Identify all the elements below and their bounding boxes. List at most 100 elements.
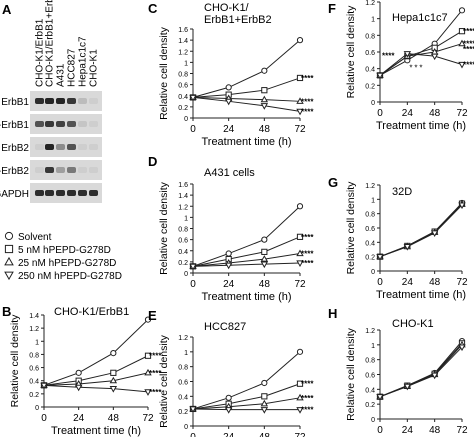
y-axis-label: Relative cell density: [345, 181, 357, 275]
y-tick-label: 1: [184, 60, 188, 67]
data-point: [261, 379, 268, 387]
blot-band: [45, 98, 54, 104]
y-tick-label: 0.8: [29, 352, 39, 359]
data-point: [458, 7, 466, 14]
series-line: [192, 205, 301, 267]
series-line: [192, 39, 301, 98]
x-tick-label: 48: [429, 108, 441, 119]
blot-band: [67, 98, 76, 104]
legend: Solvent 5 nM hPEPD-G278D 25 nM hPEPD-G278D…: [4, 231, 122, 282]
data-point: [261, 67, 268, 74]
blot-strip: [30, 183, 102, 203]
blot-band: [35, 98, 44, 104]
series-line: [43, 384, 149, 393]
data-point: [403, 244, 412, 251]
series-line: [192, 262, 301, 267]
x-axis-label: Treatment time (h): [376, 120, 466, 132]
x-axis-label: Treatment time (h): [51, 425, 141, 437]
y-tick-label: 0.2: [29, 392, 39, 399]
chart-title: A431 cells: [204, 167, 255, 179]
y-tick-label: 1.4: [29, 313, 39, 320]
data-point: [458, 39, 466, 47]
series-line: [379, 344, 463, 398]
y-tick-label: 0.4: [178, 249, 188, 256]
blot-band: [67, 167, 76, 173]
data-point: [224, 262, 233, 270]
data-point: [296, 203, 304, 210]
data-point: [296, 260, 304, 267]
data-point: [144, 316, 152, 323]
x-tick-label: 0: [190, 124, 196, 135]
y-tick-label: 0.8: [178, 365, 188, 372]
blot-band: [78, 144, 87, 150]
data-point: [376, 254, 384, 261]
y-tick-label: 1.2: [29, 326, 39, 333]
blot-strip: [30, 91, 102, 111]
data-point: [296, 348, 304, 355]
y-tick-label: 1.2: [178, 204, 188, 211]
chart-panel-H: HCHO-K100.20.40.60.811.20244872Treatment…: [328, 306, 468, 436]
x-tick-label: 24: [73, 413, 85, 424]
data-point: [403, 383, 412, 391]
data-point: [109, 376, 118, 384]
blot-band: [67, 121, 76, 127]
series-line: [379, 343, 463, 398]
y-tick-label: 0.2: [178, 105, 188, 112]
data-point: [189, 263, 197, 271]
blot-band: [45, 144, 54, 150]
x-axis-label: Treatment time (h): [201, 291, 291, 303]
x-tick-label: 72: [294, 279, 306, 290]
legend-marker: [4, 271, 14, 281]
panel-label: F: [328, 1, 336, 16]
panel-label: C: [148, 1, 158, 16]
x-tick-label: 72: [456, 277, 468, 288]
data-point: [40, 382, 48, 390]
blot-band: [78, 190, 87, 196]
series-line: [379, 53, 463, 76]
y-tick-label: 1: [371, 343, 375, 350]
panel-label: B: [2, 304, 11, 319]
y-tick-label: 0: [184, 116, 188, 123]
significance-mark: ****: [301, 406, 314, 415]
data-point: [261, 236, 268, 243]
data-point: [458, 202, 466, 210]
data-point: [260, 399, 269, 407]
data-point: [296, 380, 304, 387]
data-point: [144, 389, 152, 396]
y-axis-label: Relative cell density: [158, 334, 170, 428]
y-tick-label: 0.4: [365, 67, 375, 74]
chart-panel-F: F Hepa1c1c7 0 0.2 0.4 0.6 0.8 1 1.2 0 24 48 72Treatm…: [328, 0, 474, 132]
lane-label: A431: [56, 63, 67, 87]
series-line: [192, 96, 301, 112]
y-tick-label: 1.2: [365, 0, 375, 7]
series-line: [192, 96, 301, 102]
series-line: [192, 383, 301, 410]
chart-panel-D: D A431 cells 0 0.2 0.4 0.6 0.8 1 1.2 1.4 1.6 0 24 48 7…: [148, 154, 314, 303]
y-tick-label: 0.4: [178, 94, 188, 101]
significance-mark: *: [419, 63, 422, 72]
blot-strip: [30, 114, 102, 134]
data-point: [110, 350, 117, 357]
x-tick-label: 24: [223, 124, 235, 135]
y-tick-label: 0: [184, 424, 188, 431]
lane-label: CHO-K1/ErbB1+ErbB2: [45, 0, 56, 87]
x-tick-label: 0: [190, 432, 196, 437]
data-point: [430, 230, 439, 238]
blot-band: [56, 144, 65, 150]
series-line: [379, 203, 463, 258]
significance-mark: ****: [382, 52, 395, 61]
x-axis-label: Treatment time (h): [201, 136, 291, 148]
series-line: [43, 355, 149, 386]
blot-band: [56, 121, 65, 127]
y-tick-label: 0.2: [365, 402, 375, 409]
data-point: [376, 72, 384, 80]
x-axis-label: Treatment time (h): [376, 289, 466, 301]
y-tick-label: 0.2: [178, 260, 188, 267]
y-tick-label: 0.4: [29, 379, 39, 386]
y-tick-label: 0.6: [178, 380, 188, 387]
x-tick-label: 72: [294, 124, 306, 135]
blot-band: [78, 121, 87, 127]
